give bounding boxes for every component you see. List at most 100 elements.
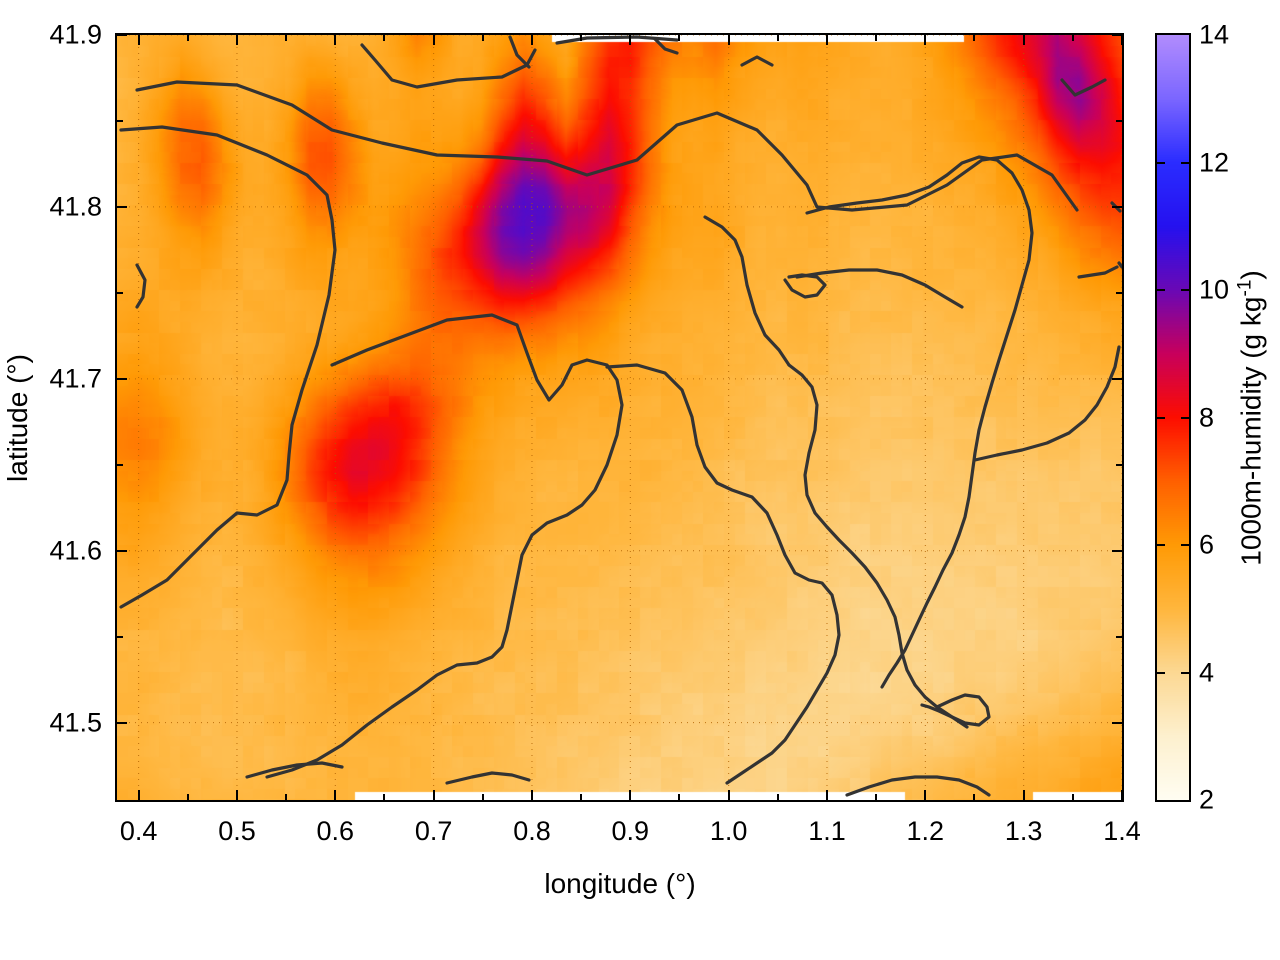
x-axis-tick-label: 0.9 — [611, 816, 650, 846]
x-axis-tick-label: 0.5 — [218, 816, 256, 846]
x-axis-tick-minor — [285, 794, 288, 802]
colorbar-title-exponent: -1 — [1234, 279, 1256, 297]
x-axis-tick-minor — [973, 794, 976, 802]
heatmap-plot-area — [115, 33, 1124, 802]
x-axis-tick-minor-top — [285, 33, 288, 41]
colorbar-tick-label: 4 — [1199, 657, 1215, 687]
colorbar-tick-label: 2 — [1199, 784, 1215, 815]
x-axis-tick-minor-top — [383, 33, 386, 41]
x-axis-tick-major-top — [924, 33, 927, 45]
colorbar-tick-label: 6 — [1199, 529, 1215, 560]
colorbar-tick-label: 8 — [1199, 402, 1215, 432]
x-axis-tick-major — [530, 790, 533, 802]
y-axis-tick-label: 41.5 — [49, 707, 102, 738]
x-axis-tick-minor-top — [580, 33, 583, 41]
x-axis-tick-minor-top — [1071, 33, 1074, 41]
y-axis-tick-major — [115, 34, 127, 36]
x-axis-tick-major — [1022, 790, 1025, 802]
x-axis-tick-major-top — [1022, 33, 1025, 45]
x-axis-tick-minor-top — [973, 33, 976, 41]
colorbar-tick — [1155, 289, 1165, 291]
x-axis-tick-label: 0.4 — [119, 816, 158, 846]
x-axis-tick-major — [825, 790, 828, 802]
x-axis-tick-major-top — [432, 33, 435, 45]
x-axis-tick-major — [629, 790, 632, 802]
x-axis-tick-label: 0.7 — [414, 816, 453, 846]
y-axis-tick-major — [115, 549, 127, 552]
y-axis-tick-major-right — [1112, 549, 1124, 552]
x-axis-tick-minor — [383, 794, 386, 802]
x-axis-tick-label: 1.0 — [709, 816, 748, 846]
x-axis-tick-minor — [875, 794, 878, 802]
x-axis-tick-label: 1.2 — [906, 816, 945, 846]
colorbar-tick-label: 12 — [1199, 147, 1230, 177]
y-axis-tick-minor-right — [1116, 119, 1124, 122]
y-axis-tick-minor-right — [1116, 291, 1124, 294]
x-axis-tick-minor — [186, 794, 189, 802]
x-axis-tick-major — [334, 790, 337, 802]
x-axis-tick-major — [235, 790, 238, 802]
colorbar-tick-label: 10 — [1199, 274, 1230, 305]
x-axis-tick-minor — [481, 794, 484, 802]
x-axis-tick-major — [924, 790, 927, 802]
x-axis-tick-minor — [776, 794, 779, 802]
colorbar-tick — [1155, 161, 1165, 164]
colorbar-tick — [1155, 671, 1165, 674]
x-axis-tick-major — [137, 790, 140, 802]
y-axis-tick-minor-right — [1116, 463, 1124, 466]
y-axis-tick-label: 41.8 — [49, 191, 102, 222]
x-axis-tick-label: 1.1 — [808, 816, 846, 846]
colorbar-tick-right — [1181, 416, 1191, 419]
heatmap-raster — [117, 35, 1122, 800]
x-axis-tick-label: 0.8 — [513, 816, 551, 846]
colorbar-title-suffix: ) — [1235, 270, 1267, 280]
y-axis-tick-minor — [115, 291, 123, 294]
colorbar-tick-right — [1181, 289, 1191, 291]
y-axis-tick-minor — [115, 635, 123, 638]
x-axis-title: longitude (°) — [544, 868, 696, 899]
y-axis-tick-major — [115, 721, 127, 724]
x-axis-tick-label: 0.6 — [316, 816, 355, 846]
x-axis-tick-minor — [678, 794, 681, 802]
x-axis-tick-major-top — [629, 33, 632, 45]
y-axis-tick-minor-right — [1116, 635, 1124, 638]
x-axis-tick-minor — [580, 794, 583, 802]
x-axis-tick-minor-top — [776, 33, 779, 41]
colorbar-title-text: 1000m-humidity (g kg — [1235, 296, 1267, 566]
y-axis-tick-major-right — [1112, 377, 1124, 380]
colorbar-tick-right — [1181, 544, 1191, 546]
x-axis-tick-major-top — [530, 33, 533, 45]
y-axis-tick-major-right — [1112, 34, 1124, 36]
x-axis-tick-major — [1121, 790, 1123, 802]
y-axis-tick-major — [115, 205, 127, 208]
x-axis-tick-major-top — [1121, 33, 1123, 45]
y-axis-tick-major — [115, 377, 127, 380]
x-axis-tick-minor — [1071, 794, 1074, 802]
x-axis-tick-label: 1.4 — [1103, 816, 1141, 846]
y-axis-tick-minor — [115, 463, 123, 466]
colorbar-tick-right — [1181, 671, 1191, 674]
colorbar-tick — [1155, 544, 1165, 546]
colorbar-tick — [1155, 416, 1165, 419]
x-axis-tick-major — [432, 790, 435, 802]
x-axis-tick-minor-top — [678, 33, 681, 41]
colorbar-tick-label: 14 — [1199, 19, 1230, 50]
colorbar-axis-title: 1000m-humidity (g kg-1) — [1234, 270, 1267, 565]
x-axis-tick-minor-top — [481, 33, 484, 41]
x-axis-tick-major-top — [334, 33, 337, 45]
y-axis-title: latitude (°) — [2, 354, 33, 482]
x-axis-tick-major-top — [727, 33, 730, 45]
x-axis-tick-major-top — [137, 33, 140, 45]
colorbar-tick-right — [1181, 161, 1191, 164]
y-axis-tick-major-right — [1112, 205, 1124, 208]
x-axis-tick-minor-top — [875, 33, 878, 41]
x-axis-tick-major-top — [235, 33, 238, 45]
y-axis-tick-label: 41.6 — [49, 535, 102, 566]
x-axis-tick-major-top — [825, 33, 828, 45]
y-axis-tick-major-right — [1112, 721, 1124, 724]
x-axis-tick-label: 1.3 — [1004, 816, 1043, 846]
y-axis-tick-minor — [115, 119, 123, 122]
y-axis-tick-label: 41.9 — [49, 19, 102, 50]
x-axis-tick-minor-top — [186, 33, 189, 41]
